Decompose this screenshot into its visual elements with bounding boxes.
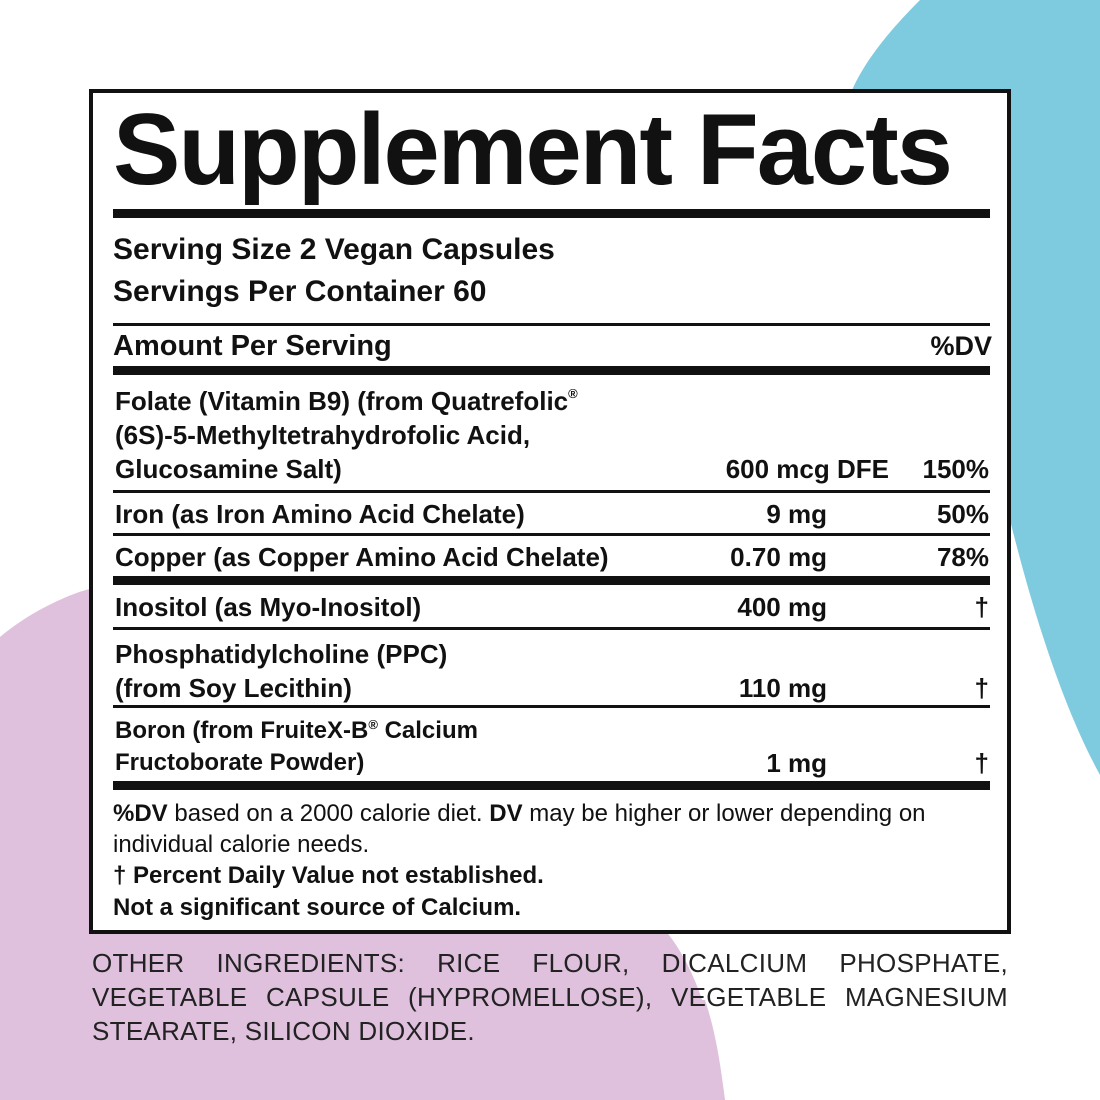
nutrient-dv: 150% <box>922 454 990 484</box>
divider-thick <box>113 209 990 218</box>
other-ingredients: OTHER INGREDIENTS: RICE FLOUR, DICALCIUM… <box>92 948 1008 1046</box>
divider-thick <box>113 366 990 375</box>
panel-title: Supplement Facts <box>113 94 953 206</box>
nutrient-amount: 1 mg <box>766 748 827 778</box>
nutrient-name: Boron (from FruiteX-B® Calcium Fructobor… <box>115 717 478 776</box>
nutrient-amount: 0.70 mg <box>730 542 827 572</box>
nutrient-dv: † <box>974 748 989 778</box>
nutrient-dv: 50% <box>936 499 989 529</box>
nutrient-name: Inositol (as Myo-Inositol) <box>115 592 422 622</box>
divider-thin <box>113 533 990 536</box>
divider-thin <box>113 705 990 708</box>
nutrient-amount: 9 mg <box>766 499 827 529</box>
nutrient-dv: † <box>974 592 989 622</box>
nutrient-name: Iron (as Iron Amino Acid Chelate) <box>115 499 525 529</box>
serving-size: Serving Size 2 Vegan Capsules <box>113 233 555 266</box>
nutrient-name: Folate (Vitamin B9) (from Quatrefolic® (… <box>115 386 578 484</box>
nutrient-name: Phosphatidylcholine (PPC) (from Soy Lecit… <box>115 639 448 703</box>
nutrient-dv: 78% <box>936 542 989 572</box>
nutrient-row-folate: Folate (Vitamin B9) (from Quatrefolic® (… <box>115 379 989 486</box>
supplement-facts-panel: Supplement Facts Serving Size 2 Vegan Ca… <box>89 89 1011 934</box>
divider-thick <box>113 576 990 585</box>
nutrient-name: Copper (as Copper Amino Acid Chelate) <box>115 542 609 572</box>
nutrient-row-inositol: Inositol (as Myo-Inositol) 400 mg † <box>115 588 989 624</box>
dv-footnote: %DV based on a 2000 calorie diet. DV may… <box>113 800 926 858</box>
blue-circle-shape <box>850 0 1100 775</box>
nutrient-amount: 600 mcg DFE <box>725 454 889 484</box>
pink-circle-fill <box>0 588 95 1100</box>
dv-header: %DV <box>930 331 992 361</box>
amount-per-serving-header: Amount Per Serving <box>113 330 392 362</box>
nutrient-row-iron: Iron (as Iron Amino Acid Chelate) 9 mg 5… <box>115 495 989 531</box>
divider-thin <box>113 323 990 326</box>
nutrient-row-boron: Boron (from FruiteX-B® Calcium Fructobor… <box>115 711 989 779</box>
dagger-footnote: † Percent Daily Value not established. <box>113 862 544 889</box>
nutrient-row-phosphatidylcholine: Phosphatidylcholine (PPC) (from Soy Lecit… <box>115 631 989 705</box>
divider-thin <box>113 490 990 493</box>
nutrient-amount: 400 mg <box>737 592 827 622</box>
calcium-footnote: Not a significant source of Calcium. <box>113 894 522 921</box>
nutrient-row-copper: Copper (as Copper Amino Acid Chelate) 0.… <box>115 538 989 574</box>
nutrient-amount: 110 mg <box>738 673 827 703</box>
divider-thin <box>113 627 990 630</box>
divider-thick <box>113 781 990 790</box>
servings-per-container: Servings Per Container 60 <box>113 275 487 308</box>
nutrient-dv: † <box>974 673 989 703</box>
pink-circle-lower <box>95 930 725 1100</box>
